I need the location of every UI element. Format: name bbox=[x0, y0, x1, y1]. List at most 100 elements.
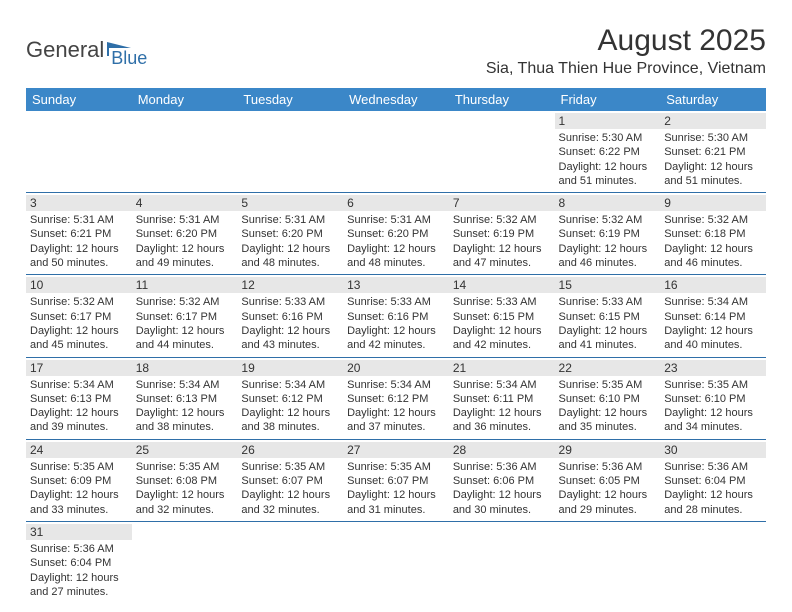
day-number: 4 bbox=[132, 195, 238, 211]
day-number: 6 bbox=[343, 195, 449, 211]
month-title: August 2025 bbox=[486, 24, 766, 58]
empty-day bbox=[237, 111, 343, 193]
empty-day bbox=[449, 111, 555, 193]
sunrise-text: Sunrise: 5:33 AM bbox=[347, 295, 445, 309]
sunset-text: Sunset: 6:07 PM bbox=[347, 474, 445, 488]
weekday-header: Friday bbox=[555, 88, 661, 111]
week-row: 3Sunrise: 5:31 AMSunset: 6:21 PMDaylight… bbox=[26, 193, 766, 275]
sunset-text: Sunset: 6:16 PM bbox=[241, 310, 339, 324]
sunrise-text: Sunrise: 5:36 AM bbox=[30, 542, 128, 556]
day-cell: 29Sunrise: 5:36 AMSunset: 6:05 PMDayligh… bbox=[555, 440, 661, 522]
sunset-text: Sunset: 6:20 PM bbox=[241, 227, 339, 241]
day-content: 23Sunrise: 5:35 AMSunset: 6:10 PMDayligh… bbox=[660, 358, 766, 440]
sunset-text: Sunset: 6:09 PM bbox=[30, 474, 128, 488]
day-number: 8 bbox=[555, 195, 661, 211]
day-content: 10Sunrise: 5:32 AMSunset: 6:17 PMDayligh… bbox=[26, 275, 132, 357]
day-number: 20 bbox=[343, 360, 449, 376]
sunrise-text: Sunrise: 5:34 AM bbox=[347, 378, 445, 392]
day-content: 12Sunrise: 5:33 AMSunset: 6:16 PMDayligh… bbox=[237, 275, 343, 357]
logo: General Blue bbox=[26, 30, 147, 69]
daylight-text: Daylight: 12 hours and 48 minutes. bbox=[241, 242, 339, 271]
weekday-header: Thursday bbox=[449, 88, 555, 111]
sunset-text: Sunset: 6:20 PM bbox=[136, 227, 234, 241]
day-cell: 8Sunrise: 5:32 AMSunset: 6:19 PMDaylight… bbox=[555, 193, 661, 275]
daylight-text: Daylight: 12 hours and 42 minutes. bbox=[347, 324, 445, 353]
location-text: Sia, Thua Thien Hue Province, Vietnam bbox=[486, 60, 766, 78]
sunrise-text: Sunrise: 5:33 AM bbox=[559, 295, 657, 309]
sunrise-text: Sunrise: 5:35 AM bbox=[559, 378, 657, 392]
day-number: 29 bbox=[555, 442, 661, 458]
day-content: 29Sunrise: 5:36 AMSunset: 6:05 PMDayligh… bbox=[555, 440, 661, 522]
day-number: 27 bbox=[343, 442, 449, 458]
day-content: 11Sunrise: 5:32 AMSunset: 6:17 PMDayligh… bbox=[132, 275, 238, 357]
sunrise-text: Sunrise: 5:36 AM bbox=[559, 460, 657, 474]
day-cell bbox=[237, 111, 343, 193]
day-number: 11 bbox=[132, 277, 238, 293]
sunrise-text: Sunrise: 5:35 AM bbox=[136, 460, 234, 474]
daylight-text: Daylight: 12 hours and 28 minutes. bbox=[664, 488, 762, 517]
day-content: 8Sunrise: 5:32 AMSunset: 6:19 PMDaylight… bbox=[555, 193, 661, 275]
sunset-text: Sunset: 6:14 PM bbox=[664, 310, 762, 324]
sunrise-text: Sunrise: 5:34 AM bbox=[664, 295, 762, 309]
sunrise-text: Sunrise: 5:30 AM bbox=[559, 131, 657, 145]
day-content: 16Sunrise: 5:34 AMSunset: 6:14 PMDayligh… bbox=[660, 275, 766, 357]
day-cell: 20 Sunrise: 5:34 AMSunset: 6:12 PMDayligh… bbox=[343, 358, 449, 440]
logo-text-general: General bbox=[26, 37, 104, 63]
day-cell: 25Sunrise: 5:35 AMSunset: 6:08 PMDayligh… bbox=[132, 440, 238, 522]
sunset-text: Sunset: 6:13 PM bbox=[30, 392, 128, 406]
day-cell: 30Sunrise: 5:36 AMSunset: 6:04 PMDayligh… bbox=[660, 440, 766, 522]
daylight-text: Daylight: 12 hours and 51 minutes. bbox=[559, 160, 657, 189]
sunset-text: Sunset: 6:12 PM bbox=[347, 392, 445, 406]
sunset-text: Sunset: 6:10 PM bbox=[664, 392, 762, 406]
day-content: 24Sunrise: 5:35 AMSunset: 6:09 PMDayligh… bbox=[26, 440, 132, 522]
daylight-text: Daylight: 12 hours and 38 minutes. bbox=[136, 406, 234, 435]
week-row: 1Sunrise: 5:30 AMSunset: 6:22 PMDaylight… bbox=[26, 111, 766, 193]
day-cell bbox=[132, 522, 238, 603]
weekday-header: Wednesday bbox=[343, 88, 449, 111]
day-number: 21 bbox=[449, 360, 555, 376]
day-content: 31Sunrise: 5:36 AMSunset: 6:04 PMDayligh… bbox=[26, 522, 132, 603]
sunset-text: Sunset: 6:16 PM bbox=[347, 310, 445, 324]
sunrise-text: Sunrise: 5:36 AM bbox=[664, 460, 762, 474]
sunset-text: Sunset: 6:15 PM bbox=[453, 310, 551, 324]
day-cell bbox=[449, 111, 555, 193]
daylight-text: Daylight: 12 hours and 39 minutes. bbox=[30, 406, 128, 435]
day-content: 18Sunrise: 5:34 AMSunset: 6:13 PMDayligh… bbox=[132, 358, 238, 440]
day-cell: 13Sunrise: 5:33 AMSunset: 6:16 PMDayligh… bbox=[343, 275, 449, 357]
week-row: 31Sunrise: 5:36 AMSunset: 6:04 PMDayligh… bbox=[26, 522, 766, 603]
day-content: 25Sunrise: 5:35 AMSunset: 6:08 PMDayligh… bbox=[132, 440, 238, 522]
day-cell: 1Sunrise: 5:30 AMSunset: 6:22 PMDaylight… bbox=[555, 111, 661, 193]
day-number: 23 bbox=[660, 360, 766, 376]
daylight-text: Daylight: 12 hours and 41 minutes. bbox=[559, 324, 657, 353]
daylight-text: Daylight: 12 hours and 29 minutes. bbox=[559, 488, 657, 517]
day-content: 6Sunrise: 5:31 AMSunset: 6:20 PMDaylight… bbox=[343, 193, 449, 275]
day-number: 2 bbox=[660, 113, 766, 129]
sunset-text: Sunset: 6:08 PM bbox=[136, 474, 234, 488]
day-content: 1Sunrise: 5:30 AMSunset: 6:22 PMDaylight… bbox=[555, 111, 661, 193]
sunset-text: Sunset: 6:11 PM bbox=[453, 392, 551, 406]
day-number: 26 bbox=[237, 442, 343, 458]
day-cell: 6Sunrise: 5:31 AMSunset: 6:20 PMDaylight… bbox=[343, 193, 449, 275]
day-number: 15 bbox=[555, 277, 661, 293]
sunrise-text: Sunrise: 5:36 AM bbox=[453, 460, 551, 474]
day-cell: 31Sunrise: 5:36 AMSunset: 6:04 PMDayligh… bbox=[26, 522, 132, 603]
empty-day bbox=[132, 111, 238, 193]
sunset-text: Sunset: 6:15 PM bbox=[559, 310, 657, 324]
daylight-text: Daylight: 12 hours and 32 minutes. bbox=[136, 488, 234, 517]
calendar-table: Sunday Monday Tuesday Wednesday Thursday… bbox=[26, 88, 766, 603]
daylight-text: Daylight: 12 hours and 35 minutes. bbox=[559, 406, 657, 435]
daylight-text: Daylight: 12 hours and 46 minutes. bbox=[664, 242, 762, 271]
sunrise-text: Sunrise: 5:31 AM bbox=[30, 213, 128, 227]
daylight-text: Daylight: 12 hours and 34 minutes. bbox=[664, 406, 762, 435]
day-content: 2Sunrise: 5:30 AMSunset: 6:21 PMDaylight… bbox=[660, 111, 766, 193]
sunset-text: Sunset: 6:06 PM bbox=[453, 474, 551, 488]
weekday-header: Saturday bbox=[660, 88, 766, 111]
daylight-text: Daylight: 12 hours and 37 minutes. bbox=[347, 406, 445, 435]
sunrise-text: Sunrise: 5:34 AM bbox=[453, 378, 551, 392]
sunset-text: Sunset: 6:12 PM bbox=[241, 392, 339, 406]
day-number: 22 bbox=[555, 360, 661, 376]
sunrise-text: Sunrise: 5:35 AM bbox=[241, 460, 339, 474]
sunset-text: Sunset: 6:19 PM bbox=[559, 227, 657, 241]
day-cell bbox=[343, 522, 449, 603]
day-content: 22Sunrise: 5:35 AMSunset: 6:10 PMDayligh… bbox=[555, 358, 661, 440]
